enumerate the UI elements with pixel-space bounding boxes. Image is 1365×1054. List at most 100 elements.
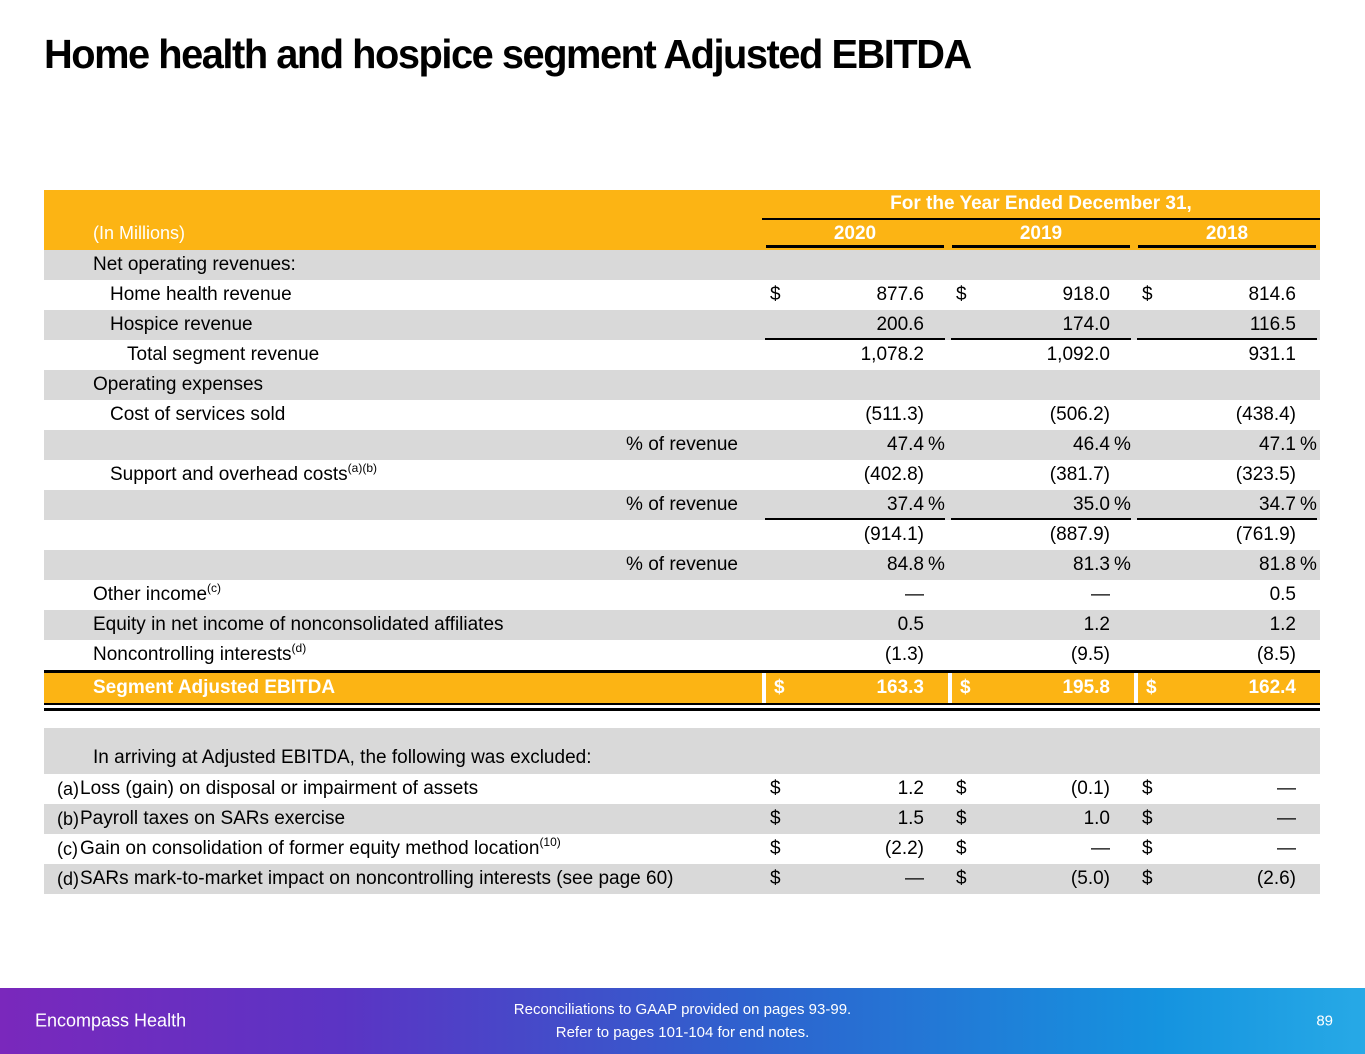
row-label: Total segment revenue — [127, 344, 320, 365]
cell-value: 0.5 — [1269, 584, 1296, 605]
table-row: (914.1) (887.9) (761.9) — [44, 520, 1320, 550]
cell-value: (438.4) — [1235, 404, 1296, 425]
value-cell: 1.2 — [1134, 610, 1320, 640]
value-cell: (323.5) — [1134, 460, 1320, 490]
value-cell: 931.1 — [1134, 340, 1320, 370]
cell-value: (323.5) — [1235, 464, 1296, 485]
value-cell — [948, 250, 1134, 280]
cell-suffix: % — [1300, 434, 1317, 455]
table-row: Net operating revenues: — [44, 250, 1320, 280]
excluded-section-heading: In arriving at Adjusted EBITDA, the foll… — [44, 728, 1320, 774]
dollar-sign: $ — [770, 838, 781, 859]
footer-bar: Encompass Health Reconciliations to GAAP… — [0, 988, 1365, 1054]
value-cell: (402.8) — [762, 460, 948, 490]
value-cell: $814.6 — [1134, 280, 1320, 310]
segment-adjusted-ebitda-row: Segment Adjusted EBITDA $163.3 $195.8 $162.… — [44, 670, 1320, 705]
cell-value: 174.0 — [1062, 314, 1110, 335]
cell-value: 1,078.2 — [860, 344, 924, 365]
row-label: SARs mark-to-market impact on noncontrol… — [80, 868, 674, 889]
cell-value: (506.2) — [1049, 404, 1110, 425]
cell-value: (1.3) — [884, 644, 924, 665]
value-cell: (381.7) — [948, 460, 1134, 490]
cell-suffix: % — [928, 434, 945, 455]
value-cell: 81.8% — [1134, 550, 1320, 580]
value-cell: 200.6 — [762, 310, 948, 340]
cell-value: 47.1 — [1259, 434, 1296, 455]
table-row: Hospice revenue 200.6 174.0 116.5 — [44, 310, 1320, 340]
value-cell: 1,078.2 — [762, 340, 948, 370]
dollar-sign: $ — [1142, 284, 1153, 305]
row-label: Net operating revenues: — [93, 254, 296, 275]
cell-value: 46.4 — [1073, 434, 1110, 455]
row-label: Cost of services sold — [110, 404, 286, 425]
value-cell — [1134, 370, 1320, 400]
footnote-marker: (b) — [57, 808, 79, 829]
footer-note-line2: Refer to pages 101-104 for end notes. — [555, 1024, 810, 1041]
units-label: (In Millions) — [93, 223, 186, 243]
period-header: For the Year Ended December 31, — [762, 190, 1320, 220]
table-row: % of revenue 37.4% 35.0% 34.7% — [44, 490, 1320, 520]
cell-value: 1.2 — [897, 778, 924, 799]
table-row: Equity in net income of nonconsolidated … — [44, 610, 1320, 640]
dollar-sign: $ — [960, 677, 971, 698]
dollar-sign: $ — [956, 808, 967, 829]
table-row: (a) Loss (gain) on disposal or impairment… — [44, 774, 1320, 804]
cell-value: — — [1277, 778, 1296, 799]
row-label: Payroll taxes on SARs exercise — [80, 808, 346, 829]
cell-value: (511.3) — [865, 404, 924, 425]
value-cell: $ — — [762, 864, 948, 894]
value-cell: (887.9) — [948, 520, 1134, 550]
table-row: Home health revenue $877.6 $918.0 $814.6 — [44, 280, 1320, 310]
value-cell: $ (2.6) — [1134, 864, 1320, 894]
dollar-sign: $ — [1142, 838, 1153, 859]
table-row: Total segment revenue 1,078.2 1,092.0 931.1 — [44, 340, 1320, 370]
dollar-sign: $ — [1142, 868, 1153, 889]
cell-value: — — [1091, 584, 1110, 605]
year-column-header: 2019 — [948, 220, 1134, 248]
value-cell: $ — — [1134, 774, 1320, 804]
value-cell: 116.5 — [1134, 310, 1320, 340]
dollar-sign: $ — [1142, 778, 1153, 799]
footnote-superscript: (c) — [207, 580, 222, 595]
cell-value: 84.8 — [887, 554, 924, 575]
value-cell: 35.0% — [948, 490, 1134, 520]
cell-value: (402.8) — [863, 464, 924, 485]
value-cell: 47.1% — [1134, 430, 1320, 460]
value-cell: 1.2 — [948, 610, 1134, 640]
dollar-sign: $ — [956, 778, 967, 799]
cell-value: (887.9) — [1049, 524, 1110, 545]
cell-value: 81.8 — [1259, 554, 1296, 575]
cell-value: 47.4 — [887, 434, 924, 455]
year-header-row: 2020 2019 2018 — [762, 220, 1320, 248]
value-cell: 37.4% — [762, 490, 948, 520]
slide: Home health and hospice segment Adjusted… — [0, 30, 1365, 1054]
dollar-sign: $ — [770, 808, 781, 829]
table-row: Cost of services sold (511.3) (506.2) (438.… — [44, 400, 1320, 430]
value-cell: $163.3 — [762, 673, 948, 703]
cell-suffix: % — [928, 554, 945, 575]
cell-value: 918.0 — [1062, 284, 1110, 305]
row-label: Support and overhead costs(a)(b) — [110, 460, 378, 485]
excluded-rows: (a) Loss (gain) on disposal or impairment… — [44, 774, 1320, 894]
row-label: % of revenue — [626, 494, 738, 515]
dollar-sign: $ — [956, 838, 967, 859]
cell-suffix: % — [928, 494, 945, 515]
value-cell: (1.3) — [762, 640, 948, 670]
cell-value: (0.1) — [1070, 778, 1110, 799]
cell-value: (381.7) — [1049, 464, 1110, 485]
value-cell: (914.1) — [762, 520, 948, 550]
cell-value: — — [1091, 838, 1110, 859]
value-cell: $877.6 — [762, 280, 948, 310]
cell-value: (9.5) — [1070, 644, 1110, 665]
value-cell: $ — — [1134, 834, 1320, 864]
cell-value: 1.2 — [1269, 614, 1296, 635]
cell-value: — — [1277, 808, 1296, 829]
value-cell: (506.2) — [948, 400, 1134, 430]
value-cell: 174.0 — [948, 310, 1134, 340]
dollar-sign: $ — [774, 677, 785, 698]
double-rule — [44, 708, 1320, 711]
cell-value: 81.3 — [1073, 554, 1110, 575]
value-cell: $918.0 — [948, 280, 1134, 310]
value-cell: $ (2.2) — [762, 834, 948, 864]
cell-value: 931.1 — [1248, 344, 1296, 365]
